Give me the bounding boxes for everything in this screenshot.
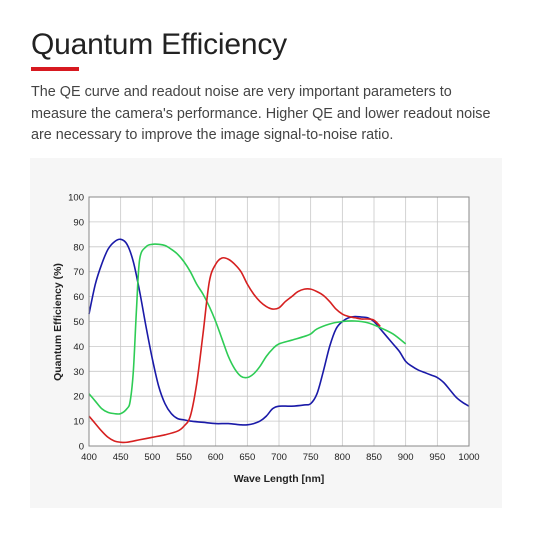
- x-tick-label: 1000: [458, 452, 479, 463]
- chart-card: 400 450 500 550 600 650 700 750 800 850 900 950 1000…: [30, 158, 502, 508]
- x-tick-label: 850: [366, 452, 382, 463]
- y-tick-label: 80: [73, 242, 84, 253]
- x-tick-label: 400: [81, 452, 97, 463]
- x-tick-label: 500: [144, 452, 160, 463]
- y-tick-label: 90: [73, 217, 84, 228]
- data-series: [88, 238, 470, 444]
- x-tick-label: 800: [334, 452, 350, 463]
- x-tick-labels: 400 450 500 550 600 650 700 750 800 850 900 950 1000: [81, 452, 480, 463]
- series-line-2: [88, 243, 407, 415]
- x-tick-label: 550: [176, 452, 192, 463]
- x-tick-label: 900: [398, 452, 414, 463]
- y-tick-label: 40: [73, 342, 84, 353]
- y-tick-label: 70: [73, 267, 84, 278]
- series-line-1: [88, 238, 470, 426]
- x-tick-label: 450: [113, 452, 129, 463]
- qe-chart: 400 450 500 550 600 650 700 750 800 850 900 950 1000…: [52, 193, 480, 486]
- y-tick-label: 60: [73, 292, 84, 303]
- plot-border: [88, 196, 470, 447]
- title-underline: [31, 67, 79, 71]
- y-tick-label: 10: [73, 417, 84, 428]
- x-tick-label: 750: [303, 452, 319, 463]
- x-axis-label: Wave Length [nm]: [234, 473, 325, 485]
- x-tick-label: 650: [239, 452, 255, 463]
- y-tick-label: 100: [68, 193, 84, 204]
- series-line-3: [88, 256, 381, 444]
- x-tick-label: 950: [429, 452, 445, 463]
- y-tick-label: 50: [73, 317, 84, 328]
- y-tick-label: 0: [79, 442, 84, 453]
- y-tick-label: 20: [73, 392, 84, 403]
- x-tick-label: 600: [208, 452, 224, 463]
- y-axis-label: Quantum Efficiency (%): [52, 263, 64, 381]
- y-tick-label: 30: [73, 367, 84, 378]
- y-tick-labels: 0 10 20 30 40 50 60 70 80 90 100: [68, 193, 84, 453]
- x-tick-label: 700: [271, 452, 287, 463]
- page-title: Quantum Efficiency: [31, 28, 287, 61]
- description-text: The QE curve and readout noise are very …: [31, 84, 491, 143]
- plot-frame: [88, 196, 470, 447]
